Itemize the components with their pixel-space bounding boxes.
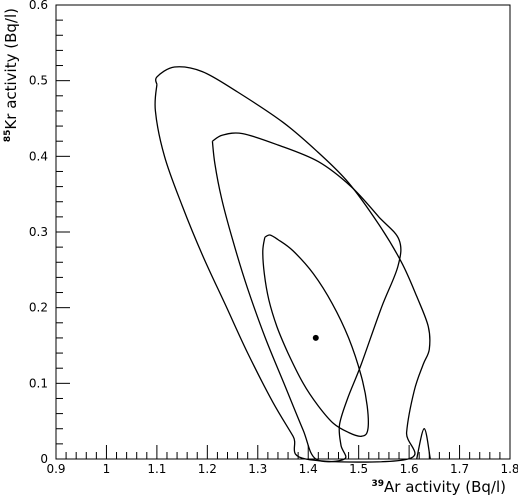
plot-frame — [55, 4, 511, 460]
y-tick-label: 0.2 — [29, 301, 48, 315]
best-fit-point — [312, 334, 319, 341]
y-tick-label: 0.6 — [29, 0, 48, 12]
plot-border — [55, 4, 511, 460]
x-axis-label: 39Ar activity (Bq/l) — [371, 478, 506, 496]
x-axis-label-text: Ar activity (Bq/l) — [384, 478, 506, 496]
x-tick-label: 1.4 — [299, 462, 318, 476]
y-tick-label: 0.3 — [29, 225, 48, 239]
x-tick-label: 1.5 — [349, 462, 368, 476]
y-axis-label-text: Kr activity (Bq/l) — [2, 8, 20, 130]
y-tick-label: 0 — [40, 452, 48, 466]
y-axis-label: 85Kr activity (Bq/l) — [2, 8, 20, 142]
x-tick-label: 1.8 — [500, 462, 518, 476]
best-fit-marker — [312, 334, 319, 341]
contour-inner — [262, 234, 369, 437]
x-tick-label: 0.9 — [46, 462, 65, 476]
x-tick-label: 1.6 — [400, 462, 419, 476]
y-tick-label: 0.5 — [29, 74, 48, 88]
axis-ticks: 0.9 1 1.1 1.2 1.3 1.4 1.5 1.6 1.7 1.8 0 0.1 0.2 0.3 0.… — [29, 0, 518, 476]
x-tick-label: 1.1 — [147, 462, 166, 476]
contour-outer — [154, 66, 431, 463]
x-axis-label-sup: 39 — [371, 479, 384, 489]
y-tick-label: 0.1 — [29, 376, 48, 390]
x-tick-label: 1.3 — [248, 462, 267, 476]
x-tick-label: 1.2 — [198, 462, 217, 476]
contour-lines — [154, 66, 431, 463]
x-tick-label: 1.7 — [450, 462, 469, 476]
contour-middle — [211, 132, 402, 463]
y-axis-label-sup: 85 — [3, 130, 13, 143]
x-tick-label: 1 — [103, 462, 111, 476]
y-tick-label: 0.4 — [29, 149, 48, 163]
contour-outer-tail — [416, 428, 431, 460]
